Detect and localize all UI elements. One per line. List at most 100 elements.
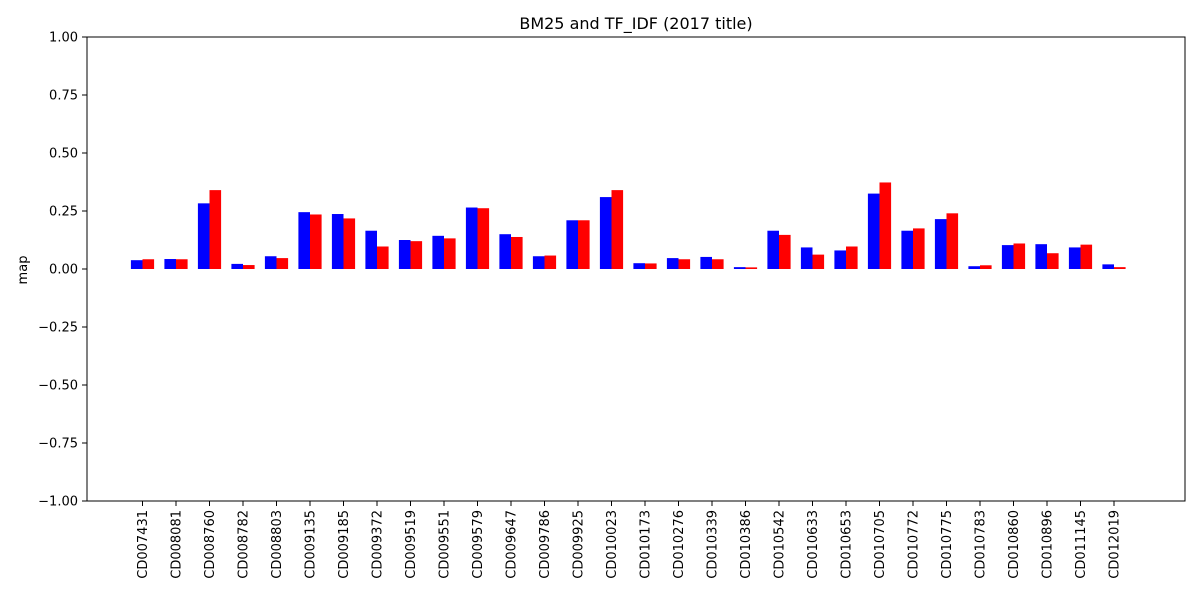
bar-series-2-cd009786 [544,255,557,269]
bar-series-1-cd009519 [398,240,411,269]
bar-series-2-cd009579 [477,208,490,269]
bar-series-2-cd009925 [578,220,590,269]
bar-series-1-cd010772 [901,230,913,269]
x-tick-label: CD010896 [1041,510,1056,579]
bar-series-1-cd009185 [331,214,344,269]
bar-series-1-cd010860 [1001,245,1014,269]
bar-series-1-cd010173 [633,263,645,269]
bar-series-2-cd009185 [343,218,356,269]
bar-series-1-cd008760 [197,203,210,269]
bar-series-2-cd011145 [1080,244,1093,269]
bar-series-2-cd008803 [276,258,289,269]
bar-series-2-cd010542 [779,234,791,269]
x-tick-label: CD008081 [170,510,185,579]
bar-series-2-cd010775 [946,213,959,269]
y-axis-ticks: 1.00 0.75 0.50 0.25 0.00 −0.25 −0.50 −0.75 −1.00 [38,31,87,510]
bar-series-2-cd010653 [846,246,858,269]
x-tick-label: CD008760 [203,510,218,579]
bar-series-2-cd009551 [444,238,456,269]
bar-series-1-cd010386 [733,267,746,269]
y-tick-label: −0.50 [38,379,78,394]
y-axis-label: map [16,256,31,285]
x-tick-label: CD010023 [605,510,620,579]
bar-series-2-cd008782 [243,265,255,269]
plot-frame [86,36,1186,502]
bar-series-2-cd010386 [745,267,758,269]
bar-series-1-cd012019 [1102,264,1114,269]
y-tick-label: 0.75 [49,89,78,104]
x-tick-label: CD009579 [471,510,486,579]
y-tick-label: −0.75 [38,437,78,452]
bar-series-2-cd008760 [209,190,222,269]
x-tick-label: CD009185 [337,510,352,579]
bar-series-2-cd010339 [712,259,724,269]
bar-series-2-cd010173 [645,263,657,269]
chart-title: BM25 and TF_IDF (2017 title) [519,14,752,34]
x-tick-label: CD010705 [873,510,888,579]
bar-series-1-cd010783 [968,266,980,269]
x-tick-label: CD007431 [136,510,151,579]
x-tick-label: CD009135 [304,510,319,579]
x-tick-label: CD009551 [438,510,453,579]
x-tick-label: CD009519 [404,510,419,579]
bar-series-1-cd010276 [666,258,679,269]
x-axis-ticks: CD007431 CD008081 CD008760 CD008782 CD008803… [136,501,1123,579]
x-tick-label: CD010339 [706,510,721,579]
x-tick-label: CD009647 [505,510,520,579]
y-tick-label: 1.00 [49,31,78,46]
bar-series-1-cd009135 [298,212,310,269]
bar-series-1-cd010775 [934,219,947,269]
bar-series-1-cd009579 [465,207,478,269]
x-tick-label: CD012019 [1108,510,1123,579]
x-tick-label: CD008782 [237,510,252,579]
x-tick-label: CD009925 [572,510,587,579]
bar-series-2-cd010772 [913,228,925,269]
bar-series-2-cd009372 [377,246,389,269]
x-tick-label: CD010633 [806,510,821,579]
bar-series-1-cd008803 [264,256,277,269]
x-tick-label: CD010775 [940,510,955,579]
x-tick-label: CD010860 [1007,510,1022,579]
bar-series-2-cd010896 [1047,253,1059,269]
bar-series-1-cd010896 [1035,244,1047,269]
x-tick-label: CD010386 [739,510,754,579]
bar-series-1-cd009925 [566,220,578,269]
bar-series-2-cd009519 [410,241,423,269]
x-tick-label: CD008803 [270,510,285,579]
bar-series-1-cd009551 [432,235,444,269]
bar-series-2-cd010023 [611,190,624,269]
x-tick-label: CD010276 [672,510,687,579]
bar-series-1-cd008081 [164,259,176,269]
y-tick-label: −1.00 [38,495,78,510]
y-tick-label: 0.00 [49,263,78,278]
bar-series-2-cd009647 [511,236,523,269]
bar-series-1-cd010023 [599,197,612,269]
bar-series-2-cd009135 [310,214,322,269]
bar-series-2-cd007431 [142,259,155,269]
x-tick-label: CD009786 [538,510,553,579]
bar-series-1-cd010633 [800,247,813,269]
bar-series-1-cd007431 [130,260,143,269]
y-tick-label: −0.25 [38,321,78,336]
x-tick-label: CD010173 [639,510,654,579]
x-tick-label: CD010542 [773,510,788,579]
bar-series-1-cd009647 [499,234,511,269]
bars-group [130,182,1126,269]
bar-series-2-cd012019 [1114,267,1126,269]
y-tick-label: 0.50 [49,147,78,162]
bar-series-1-cd008782 [231,263,243,269]
bar-series-2-cd010276 [678,259,691,269]
bar-series-1-cd010705 [867,193,880,269]
bar-series-2-cd010783 [980,265,992,269]
x-tick-label: CD010772 [907,510,922,579]
bar-series-1-cd009786 [532,256,545,269]
x-tick-label: CD009372 [371,510,386,579]
x-tick-label: CD010653 [840,510,855,579]
bar-series-1-cd009372 [365,230,377,269]
bar-series-1-cd010653 [834,250,846,269]
bar-series-2-cd010860 [1013,243,1026,269]
bar-series-2-cd010705 [879,182,892,269]
x-tick-label: CD010783 [974,510,989,579]
